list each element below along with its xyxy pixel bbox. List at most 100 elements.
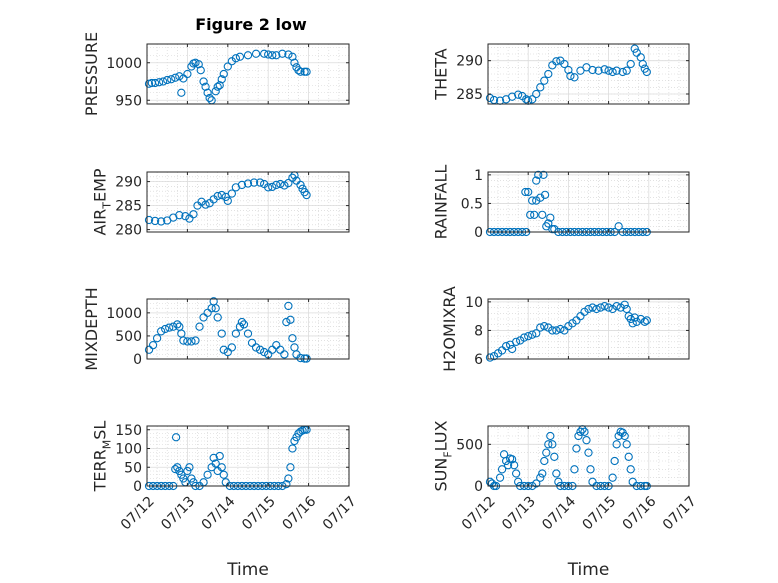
data-point — [624, 452, 633, 461]
data-point — [239, 320, 249, 329]
data-point — [284, 50, 293, 59]
data-point — [255, 178, 265, 187]
data-point — [205, 93, 214, 103]
panel-mixdepth: 0 500 1000 MIXDEPTH — [82, 287, 350, 371]
data-point — [532, 479, 541, 488]
data-point — [219, 69, 228, 79]
data-point — [592, 304, 601, 314]
y-axis-label-rest: EMP — [91, 168, 110, 202]
data-point — [183, 69, 192, 79]
data-point — [495, 473, 505, 482]
data-point — [260, 49, 269, 58]
data-point — [608, 67, 617, 77]
data-point — [191, 336, 200, 345]
data-point — [612, 440, 621, 449]
data-point — [544, 440, 553, 449]
data-point — [628, 319, 637, 328]
data-point — [163, 75, 172, 85]
data-point — [642, 316, 651, 325]
data-point — [294, 66, 303, 75]
data-point — [278, 49, 287, 58]
data-point — [511, 469, 521, 478]
y-tick-label: 285 — [115, 199, 142, 215]
data-point — [199, 77, 208, 86]
data-point — [570, 73, 579, 82]
y-axis-label-subscript: T — [101, 202, 114, 210]
data-point — [532, 89, 541, 99]
data-point — [642, 67, 651, 77]
data-point — [485, 353, 495, 362]
data-point — [521, 187, 530, 197]
data-point — [296, 353, 305, 363]
data-point — [546, 213, 555, 222]
data-point — [626, 465, 635, 474]
panel-h2omixra: 6 8 10 H2OMIXRA — [440, 286, 690, 372]
data-point — [272, 51, 281, 60]
y-tick-label: 290 — [456, 54, 483, 70]
data-point — [588, 65, 597, 75]
y-tick-label: 1 — [474, 168, 483, 184]
data-point — [520, 333, 529, 342]
data-point — [546, 431, 555, 441]
data-point — [211, 304, 220, 313]
data-point — [276, 345, 285, 354]
y-tick-label: 500 — [456, 437, 483, 453]
data-point — [251, 343, 261, 352]
data-point — [268, 51, 277, 60]
data-point — [528, 330, 537, 339]
y-tick-label: 280 — [115, 223, 142, 239]
y-tick-label: 0.5 — [461, 196, 483, 212]
data-point — [532, 176, 541, 185]
data-point — [243, 51, 253, 60]
y-tick-label: 0 — [474, 479, 483, 495]
data-point — [584, 448, 593, 457]
data-point — [217, 75, 226, 84]
data-point — [165, 323, 174, 332]
data-point — [638, 59, 647, 69]
data-point — [171, 73, 180, 82]
data-point — [286, 463, 295, 472]
data-point — [235, 52, 245, 61]
data-point — [215, 81, 224, 90]
data-point — [536, 83, 545, 92]
x-tick-label: 07/15 — [579, 493, 619, 533]
axes-box — [146, 425, 350, 487]
data-point — [560, 59, 569, 69]
data-point — [539, 170, 548, 180]
data-point — [507, 455, 517, 464]
data-point — [175, 72, 184, 81]
axes-box — [487, 425, 690, 487]
data-point — [284, 301, 293, 311]
data-point — [247, 338, 257, 347]
y-axis-label-main: AIR — [91, 209, 110, 236]
data-point — [150, 216, 160, 226]
x-tick-label: 07/15 — [239, 493, 279, 533]
data-point — [203, 308, 212, 317]
data-point — [538, 210, 547, 220]
y-axis-label: RAINFALL — [432, 165, 451, 240]
data-point — [196, 66, 205, 75]
data-point — [528, 196, 537, 205]
x-tick-label: 07/14 — [539, 493, 579, 533]
data-point — [282, 479, 291, 489]
y-tick-label: 1000 — [106, 56, 142, 72]
data-point — [187, 337, 196, 346]
y-tick-label: 100 — [115, 442, 142, 458]
data-point — [217, 463, 226, 472]
y-axis-label: MIXDEPTH — [82, 287, 101, 370]
y-axis-label-main: TERR — [91, 449, 110, 492]
y-tick-label: 0 — [133, 479, 142, 495]
data-point — [618, 67, 627, 77]
data-point — [630, 313, 639, 322]
data-point — [608, 473, 617, 482]
data-point — [286, 315, 295, 324]
data-point — [514, 477, 523, 486]
panel-sun_flux: 0 500 07/12 07/13 07/14 07/15 07/16 07/17 Time SU… — [432, 420, 700, 580]
x-tick-label: 07/17 — [320, 493, 360, 533]
y-axis-label: SUNFLUX — [432, 420, 455, 491]
x-tick-label: 07/16 — [620, 493, 660, 533]
data-point — [552, 326, 561, 335]
data-point — [544, 69, 553, 79]
data-point — [536, 323, 545, 332]
